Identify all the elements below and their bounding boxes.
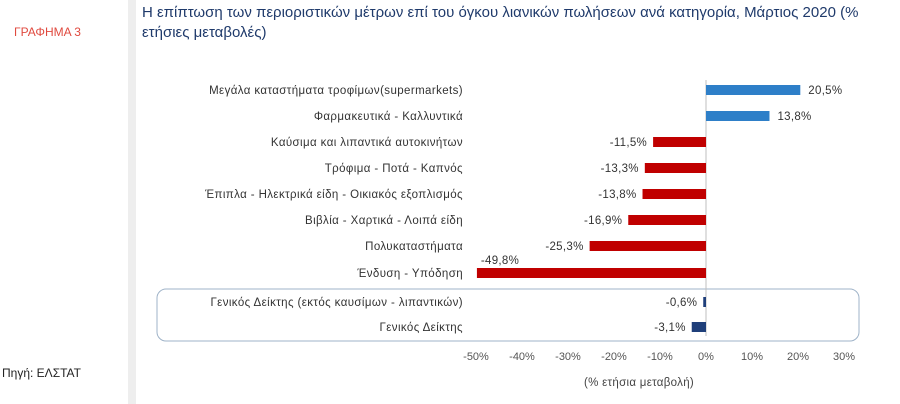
- chart-title: Η επίπτωση των περιοριστικών μέτρων επί …: [142, 4, 859, 41]
- x-tick-label: -40%: [509, 351, 535, 363]
- category-label: Έπιπλα - Ηλεκτρικά είδη - Οικιακός εξοπλ…: [204, 189, 463, 201]
- data-label: -16,9%: [584, 215, 622, 227]
- data-label: -25,3%: [545, 241, 583, 253]
- data-label: -49,8%: [481, 255, 519, 267]
- data-label: -11,5%: [610, 137, 647, 149]
- x-tick-label: -30%: [555, 351, 581, 363]
- x-tick-label: 30%: [833, 351, 855, 363]
- bar: [628, 215, 706, 225]
- bar: [644, 163, 706, 173]
- data-label: -13,3%: [601, 163, 639, 175]
- category-label: Πολυκαταστήματα: [365, 241, 463, 253]
- category-label: Φαρμακευτικά - Καλλυντικά: [314, 111, 463, 123]
- data-label: -3,1%: [654, 322, 686, 334]
- category-label: Μεγάλα καταστήματα τροφίμων(supermarkets…: [209, 85, 463, 97]
- data-label: -13,8%: [598, 189, 636, 201]
- chart-number-label: ΓΡΑΦΗΜΑ 3: [14, 25, 81, 39]
- x-tick-label: 10%: [741, 351, 763, 363]
- category-label: Τρόφιμα - Ποτά - Καπνός: [325, 163, 463, 175]
- bar: [691, 322, 706, 332]
- divider-strip: [128, 0, 136, 404]
- source-note: Πηγή: ΕΛΣΤΑΤ: [2, 366, 82, 380]
- x-tick-label: -50%: [463, 351, 489, 363]
- category-label: Ένδυση - Υπόδηση: [356, 268, 463, 280]
- category-label: Βιβλία - Χαρτικά - Λοιπά είδη: [305, 215, 463, 227]
- category-label: Γενικός Δείκτης: [380, 322, 464, 334]
- general-index-box: [156, 288, 860, 342]
- bar: [706, 111, 770, 121]
- data-label: 13,8%: [777, 111, 811, 123]
- bar: [703, 297, 706, 307]
- x-tick-label: -20%: [601, 351, 627, 363]
- bar: [642, 189, 706, 199]
- x-axis-title: (% ετήσια μεταβολή): [584, 377, 694, 389]
- data-label: 20,5%: [808, 85, 842, 97]
- x-tick-label: 0%: [698, 351, 714, 363]
- bar: [706, 85, 801, 95]
- x-tick-label: 20%: [787, 351, 809, 363]
- sidebar: ΓΡΑΦΗΜΑ 3 Πηγή: ΕΛΣΤΑΤ: [0, 0, 128, 404]
- bar: [476, 268, 706, 278]
- bar: [589, 241, 706, 251]
- category-label: Γενικός Δείκτης (εκτός καυσίμων - λιπαντ…: [210, 297, 463, 309]
- bar: [653, 137, 706, 147]
- category-label: Καύσιμα και λιπαντικά αυτοκινήτων: [271, 137, 463, 149]
- x-tick-label: -10%: [647, 351, 673, 363]
- data-label: -0,6%: [666, 297, 698, 309]
